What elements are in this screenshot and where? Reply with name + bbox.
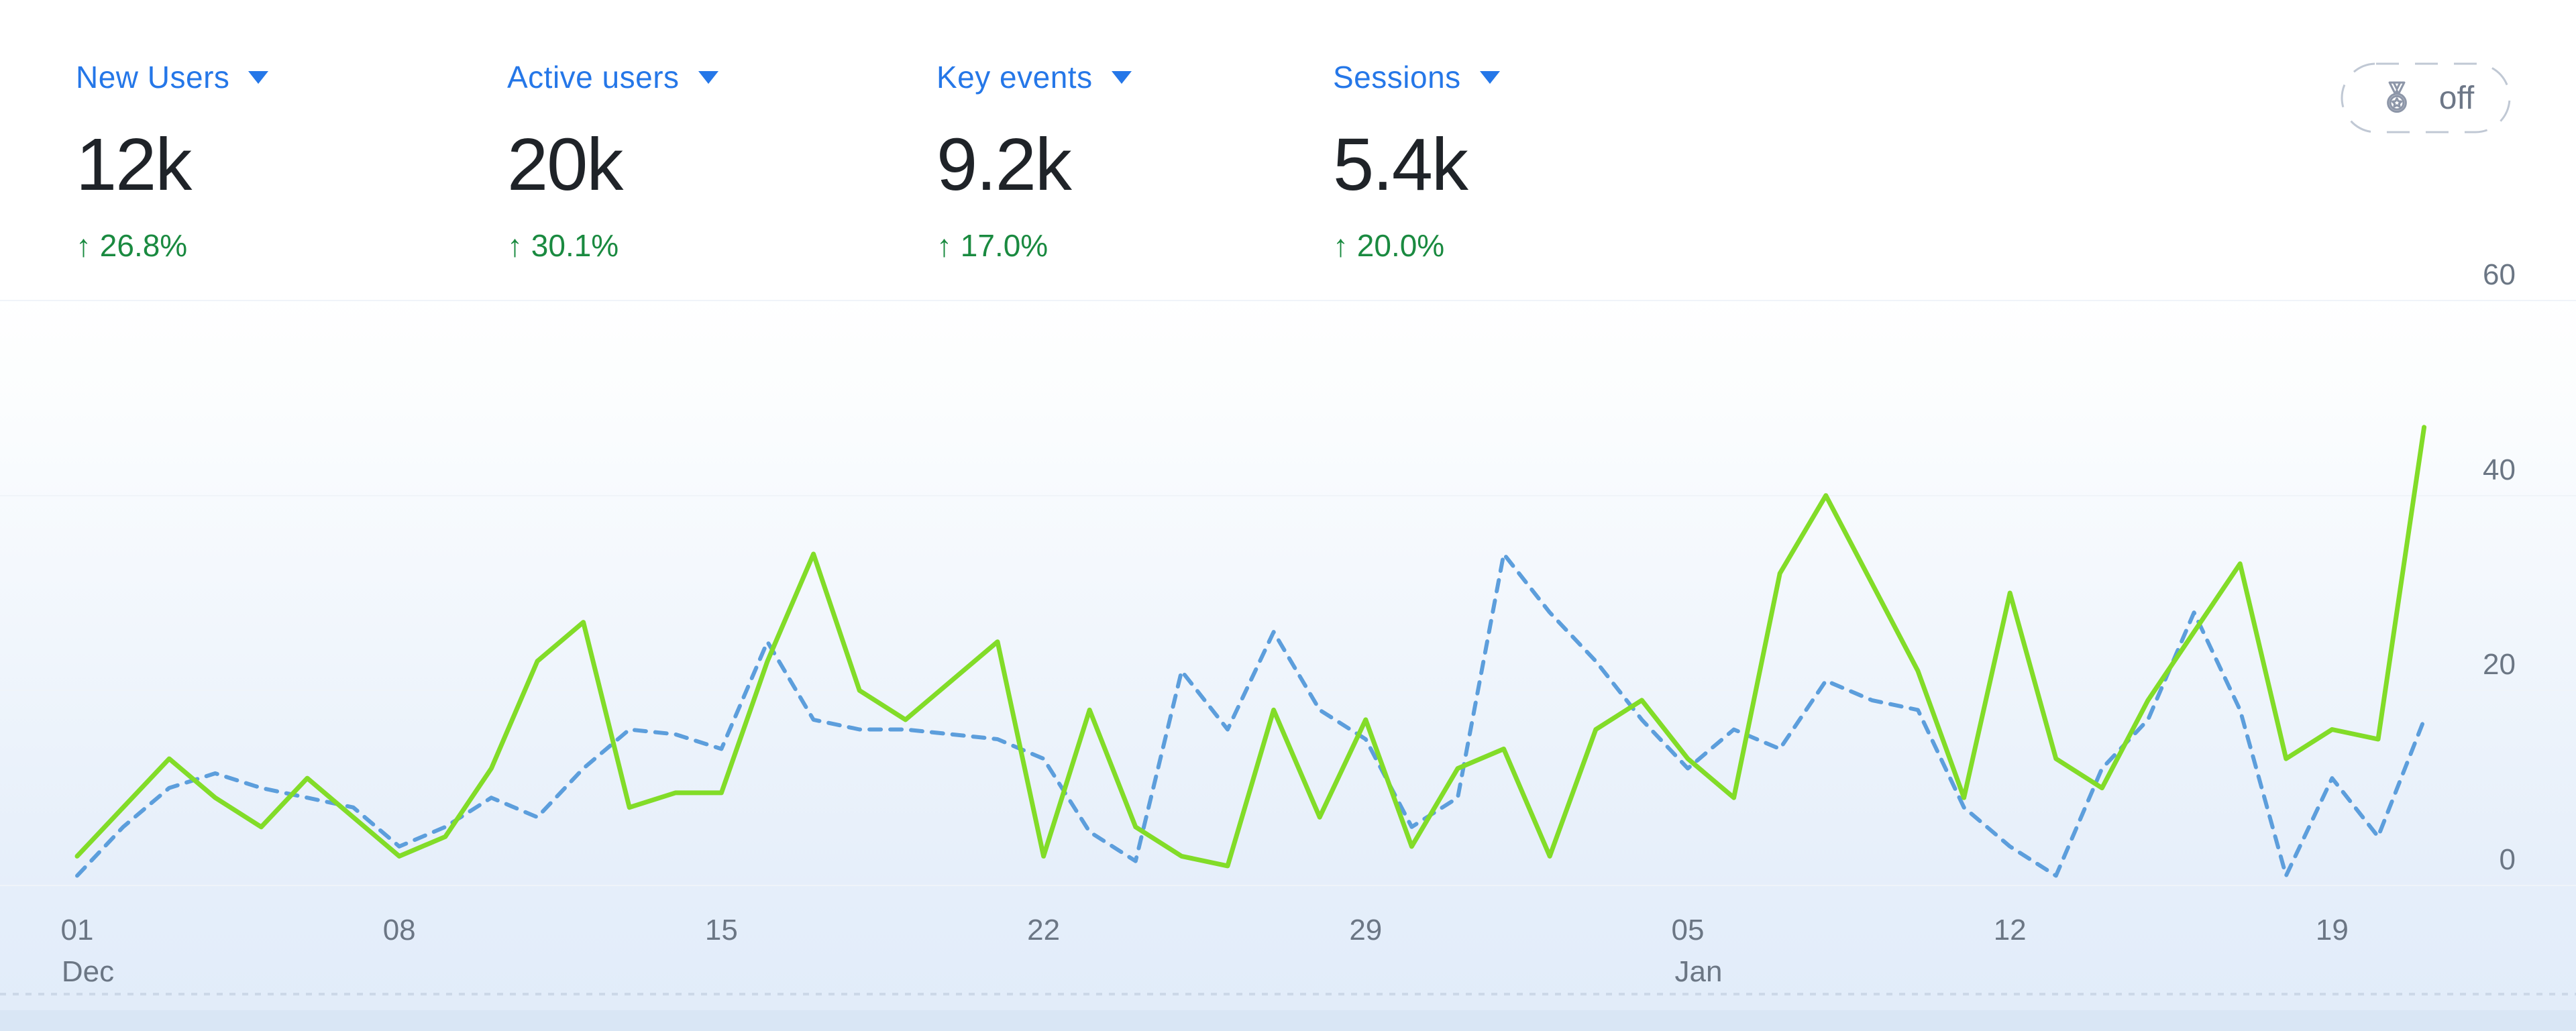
bottom-dotted-rule [0,993,2576,995]
x-tick-label: 19 [2315,914,2349,946]
x-tick-label: 08 [382,914,416,946]
x-tick-label: 15 [704,914,738,946]
metric-delta: ↑ 26.8% [76,228,188,263]
y-tick-label: 60 [2483,258,2516,291]
metric-delta: ↑ 30.1% [507,228,619,263]
metric-selector-key-events[interactable]: Key events [936,59,1132,95]
x-tick-month-label: Dec [61,955,115,988]
metric-card-new-users: New Users 12k ↑ 26.8% [76,59,269,264]
metric-value: 5.4k [1333,123,1468,206]
y-tick-label: 40 [2483,453,2516,486]
x-tick-label: 22 [1027,914,1061,946]
chevron-down-icon [1111,70,1132,84]
gridline-20 [0,690,2576,692]
metric-delta: ↑ 17.0% [936,228,1049,263]
metric-label: Active users [507,60,680,95]
x-tick-label: 29 [1349,914,1383,946]
metric-value: 9.2k [936,123,1072,206]
metric-card-active-users: Active users 20k ↑ 30.1% [507,59,718,264]
metric-label: Key events [936,60,1093,95]
metric-label: New Users [76,60,230,95]
metric-card-sessions: Sessions 5.4k ↑ 20.0% [1333,59,1500,264]
x-tick-label: 01 [60,914,94,946]
metric-delta: ↑ 20.0% [1333,228,1445,263]
comparison-dashed-blue-line [75,551,2426,878]
metric-selector-active-users[interactable]: Active users [507,59,718,95]
gridline-40 [0,494,2576,496]
metric-card-key-events: Key events 9.2k ↑ 17.0% [936,59,1132,264]
chevron-down-icon [698,70,718,84]
medal-icon [2386,81,2407,113]
primary-solid-green-line [74,425,2427,869]
chevron-down-icon [1479,70,1500,84]
gridline-60 [0,300,2576,301]
y-tick-label: 20 [2483,648,2516,682]
metric-label: Sessions [1333,60,1461,95]
chevron-down-icon [248,70,269,84]
metric-value: 12k [76,123,192,206]
x-tick-month-label: Jan [1674,955,1723,988]
y-tick-label: 0 [2499,843,2516,876]
benchmark-toggle[interactable]: off [2340,62,2512,134]
metric-selector-new-users[interactable]: New Users [76,59,269,95]
metric-selector-sessions[interactable]: Sessions [1333,59,1500,95]
metric-value: 20k [507,123,623,206]
gridline-0 [0,885,2576,886]
bottom-strip [0,1010,2576,1031]
toggle-state-label: off [2438,80,2475,116]
dashed-pill-border [2341,62,2511,133]
x-tick-label: 12 [1993,914,2027,946]
x-tick-label: 05 [1671,914,1705,946]
